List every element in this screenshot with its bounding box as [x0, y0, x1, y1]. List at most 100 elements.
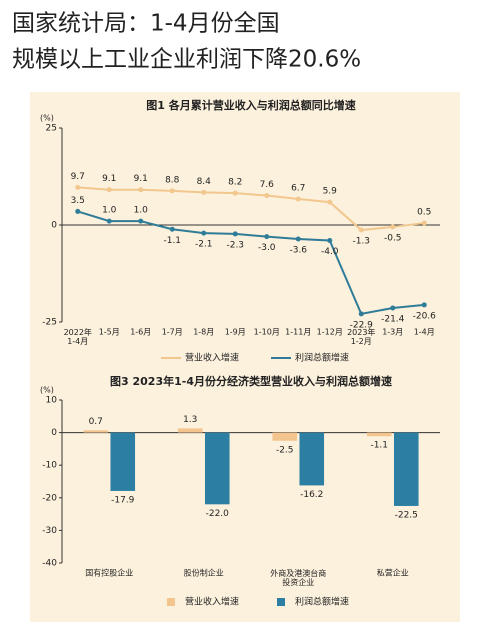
y-tick-label: 0 — [51, 221, 57, 231]
x-tick-label: 1-10月 — [254, 328, 280, 337]
headline: 国家统计局：1-4月份全国 — [12, 11, 280, 37]
chart-title: 图3 2023年1-4月份分经济类型营业收入与利润总额增速 — [110, 374, 392, 388]
marker — [327, 238, 333, 244]
x-tick-label: 1-7月 — [162, 328, 183, 337]
marker — [421, 220, 427, 226]
data-label: 9.1 — [134, 174, 148, 184]
x-tick-label: 1-11月 — [285, 328, 311, 337]
bar — [110, 432, 136, 491]
y-tick-label: -40 — [42, 559, 57, 569]
marker — [295, 196, 301, 202]
marker — [232, 190, 238, 196]
marker — [138, 187, 144, 193]
y-axis-label: (%) — [40, 386, 54, 395]
marker — [232, 231, 238, 237]
y-axis-label: (%) — [40, 114, 54, 123]
legend-label: 营业收入增速 — [185, 596, 239, 608]
marker — [138, 218, 144, 224]
marker — [201, 189, 207, 195]
marker — [201, 230, 207, 236]
x-tick-label: 私营企业 — [377, 568, 409, 578]
marker — [421, 302, 427, 308]
data-label: 0.7 — [89, 417, 103, 427]
bar — [204, 432, 230, 505]
y-tick-label: 10 — [46, 396, 58, 406]
data-label: 7.6 — [260, 180, 275, 190]
data-label: -4.0 — [321, 247, 339, 257]
y-tick-label: 25 — [46, 124, 57, 134]
chart-title: 图1 各月累计营业收入与利润总额同比增速 — [146, 98, 355, 112]
data-label: -1.1 — [163, 236, 181, 246]
data-label: -3.6 — [289, 245, 307, 255]
legend-label: 利润总额增速 — [295, 596, 349, 608]
data-label: -20.6 — [413, 311, 437, 321]
data-label: 1.3 — [183, 415, 197, 425]
data-label: -0.5 — [384, 233, 402, 243]
marker — [169, 226, 175, 232]
y-tick-label: -10 — [42, 461, 57, 471]
y-tick-label: -20 — [42, 493, 57, 503]
data-label: -2.3 — [226, 240, 244, 250]
data-label: 8.4 — [197, 177, 212, 187]
x-tick-label: 1-8月 — [193, 328, 214, 337]
marker — [327, 199, 333, 205]
data-label: -2.5 — [276, 445, 294, 455]
headline: 规模以上工业企业利润下降20.6% — [12, 47, 361, 73]
x-tick-label: 外商及港澳台商投资企业 — [270, 568, 326, 587]
data-label: 9.1 — [102, 174, 116, 184]
marker — [106, 187, 112, 193]
bar — [272, 432, 298, 441]
marker — [295, 236, 301, 242]
marker — [106, 218, 112, 224]
marker — [264, 234, 270, 240]
x-tick-label: 2023年 1-2月 — [347, 327, 375, 346]
data-label: -2.1 — [195, 240, 213, 250]
marker — [358, 311, 364, 317]
legend-label: 营业收入增速 — [185, 352, 239, 364]
data-label: -22.9 — [350, 320, 374, 330]
marker — [169, 188, 175, 194]
data-label: -17.9 — [111, 495, 135, 505]
data-label: -22.0 — [206, 509, 230, 519]
data-label: -3.0 — [258, 243, 276, 253]
x-tick-label: 2022年 1-4月 — [64, 327, 92, 346]
data-label: -22.5 — [395, 510, 418, 520]
data-label: 0.5 — [417, 208, 431, 218]
x-tick-label: 1-6月 — [130, 328, 151, 337]
data-label: 9.7 — [71, 172, 85, 182]
y-tick-label: -30 — [42, 526, 57, 536]
bar — [177, 428, 203, 433]
marker — [75, 208, 81, 214]
chart-panel — [30, 92, 460, 622]
data-label: 5.9 — [323, 187, 338, 197]
y-tick-label: -25 — [42, 318, 57, 328]
data-label: -1.3 — [352, 237, 370, 247]
data-label: 3.5 — [71, 196, 85, 206]
legend-label: 利润总额增速 — [295, 352, 349, 364]
legend-swatch — [167, 598, 175, 606]
data-label: 1.0 — [134, 206, 149, 216]
x-tick-label: 国有控股企业 — [85, 568, 133, 578]
data-label: -16.2 — [300, 490, 323, 500]
x-tick-label: 1-12月 — [317, 328, 343, 337]
data-label: 8.2 — [228, 178, 242, 188]
x-tick-label: 1-3月 — [382, 328, 403, 337]
bar — [83, 430, 109, 433]
line — [77, 186, 425, 232]
x-tick-label: 1-5月 — [99, 328, 120, 337]
x-tick-label: 1-9月 — [225, 328, 246, 337]
data-label: -1.1 — [370, 441, 388, 451]
data-label: 6.7 — [291, 184, 305, 194]
x-tick-label: 1-4月 — [414, 328, 435, 337]
x-tick-label: 股份制企业 — [184, 568, 224, 578]
bar — [366, 432, 392, 437]
bar — [393, 432, 419, 506]
data-label: 8.8 — [165, 175, 180, 185]
legend-swatch — [277, 598, 285, 606]
marker — [75, 184, 81, 190]
marker — [358, 227, 364, 233]
data-label: 1.0 — [102, 206, 117, 216]
line — [77, 210, 425, 315]
